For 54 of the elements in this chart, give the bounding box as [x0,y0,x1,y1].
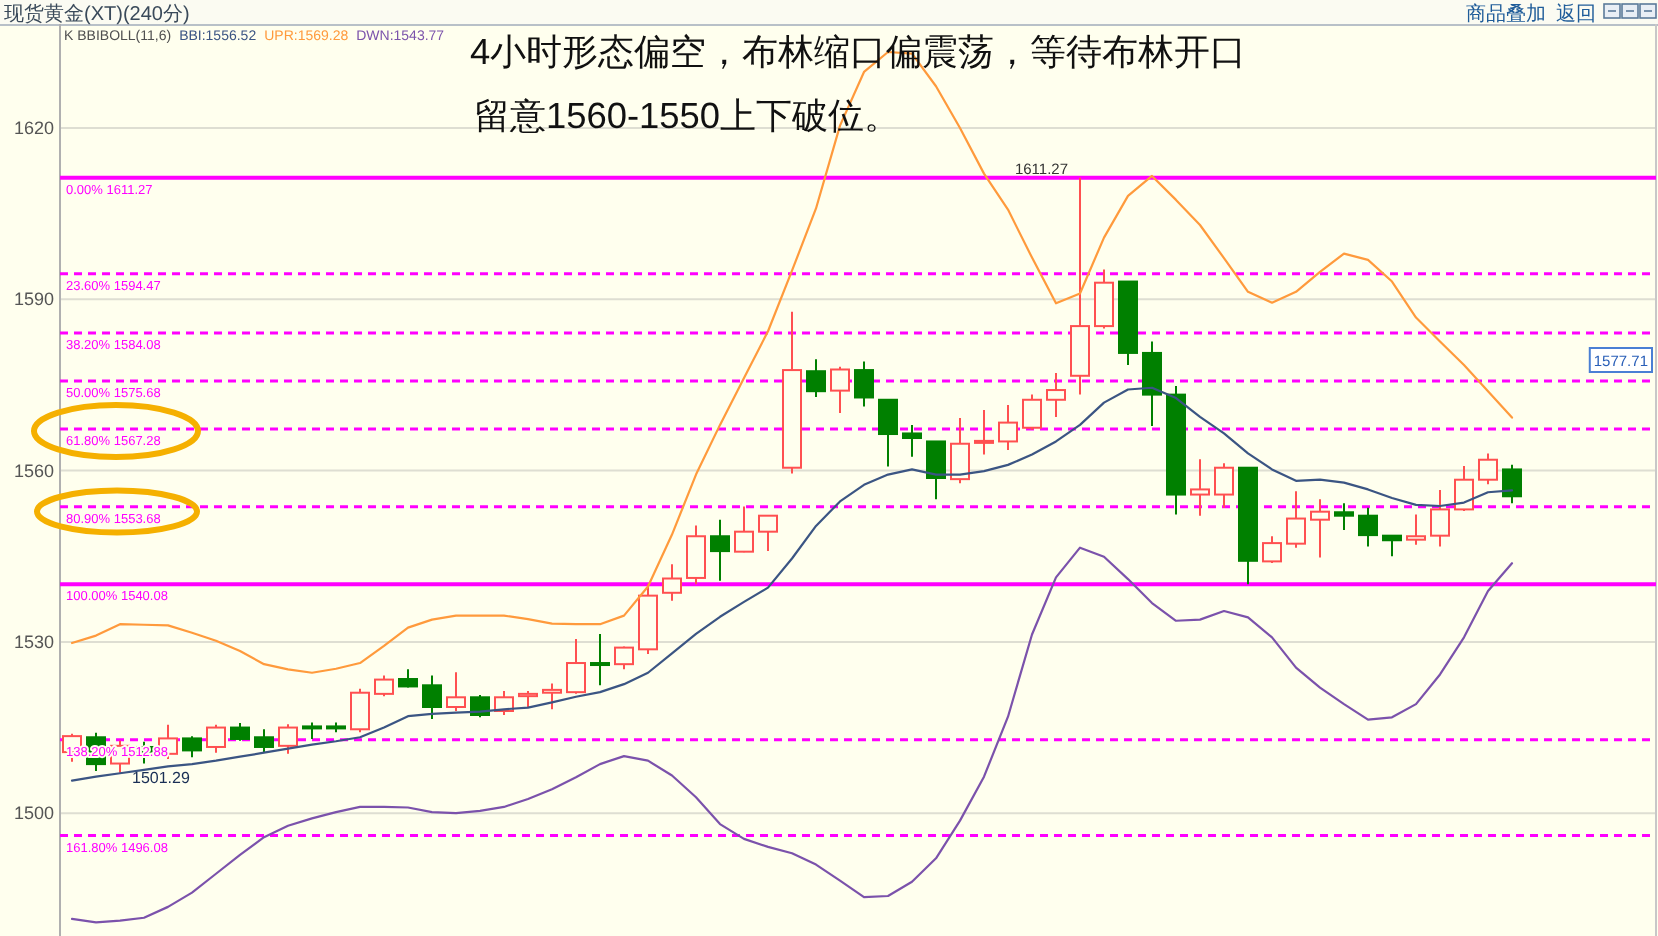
candlestick [1022,393,1042,432]
candlestick [422,674,442,720]
chart-title: 现货黄金(XT)(240分) [4,2,190,26]
candlestick [998,403,1018,452]
candlestick [1142,340,1162,428]
candlestick [614,645,634,671]
candlestick [1214,462,1234,509]
candlestick [590,632,610,687]
candlestick [1478,452,1498,486]
y-tick-label: 1530 [13,631,54,652]
candlestick [926,440,946,501]
candlestick [686,524,706,586]
y-tick-label: 1590 [13,289,54,310]
candlestick [1190,458,1210,517]
candlestick [374,674,394,698]
candlestick [446,671,466,712]
candlestick [182,735,202,759]
candlestick [830,365,850,414]
y-tick-label: 1620 [13,117,54,138]
candlestick [974,409,994,456]
annotation: 1501.29 [132,768,191,787]
candlestick [278,723,298,755]
candlestick [1406,513,1426,546]
annotation: 商品叠加 [1466,2,1546,26]
candlestick [1430,488,1450,548]
candlestick [1046,371,1066,418]
line-series [70,546,1514,924]
candlestick [878,398,898,468]
candlestick [1262,535,1282,565]
candlestick [566,638,586,695]
candlestick [542,682,562,711]
candlestick [1454,465,1474,513]
candlestick [1358,506,1378,548]
candlestick [206,723,226,754]
candlestick [806,358,826,398]
y-tick-label: 1560 [13,460,54,481]
candlestick [758,514,778,553]
candlestick [1382,534,1402,558]
candlestick [662,563,682,602]
candlestick [1310,498,1330,559]
y-tick-label: 1500 [13,803,54,824]
candlestick [902,423,922,458]
candlestick [710,518,730,582]
candlestick [950,417,970,485]
candlestick [1286,490,1306,549]
candlestick [734,505,754,554]
candlestick [1094,268,1114,330]
candlestick [1502,463,1522,505]
candlestick [398,668,418,689]
candlestick [854,360,874,408]
candlestick [1334,502,1354,531]
candlestick [254,728,274,754]
candlestick [350,687,370,734]
text: 返回 [1556,2,1596,26]
